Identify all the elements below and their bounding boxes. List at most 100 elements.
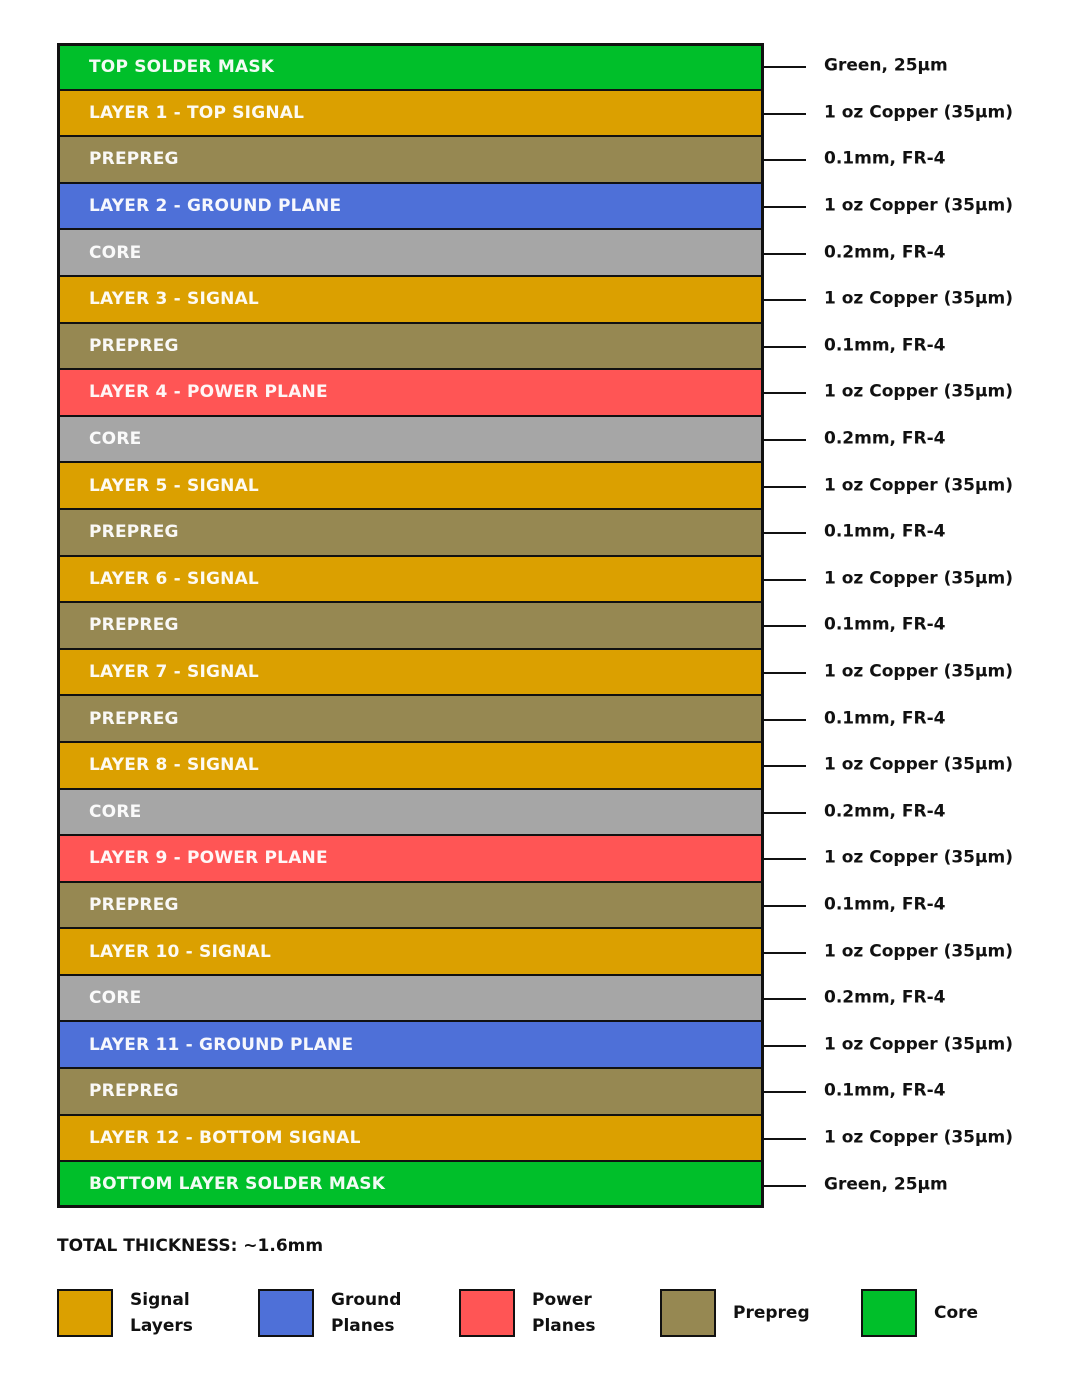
connector-line bbox=[764, 1137, 806, 1140]
layer-box: PREPREG bbox=[57, 695, 764, 742]
layer-box: LAYER 5 - SIGNAL bbox=[57, 462, 764, 509]
legend-item: Prepreg bbox=[660, 1289, 860, 1337]
layer-row: LAYER 12 - BOTTOM SIGNAL 1 oz Copper (35µ… bbox=[57, 1114, 1057, 1162]
layer-spec: 0.1mm, FR-4 bbox=[824, 521, 946, 542]
connector-line bbox=[764, 1044, 806, 1047]
layer-spec: 1 oz Copper (35µm) bbox=[824, 288, 1013, 309]
legend-item: Signal Layers bbox=[57, 1289, 257, 1337]
layer-name: PREPREG bbox=[89, 335, 179, 356]
layer-spec: 0.2mm, FR-4 bbox=[824, 242, 946, 263]
layer-box: LAYER 10 - SIGNAL bbox=[57, 928, 764, 975]
layer-name: LAYER 1 - TOP SIGNAL bbox=[89, 102, 305, 123]
layer-row: LAYER 7 - SIGNAL 1 oz Copper (35µm) bbox=[57, 648, 1057, 696]
layer-name: LAYER 8 - SIGNAL bbox=[89, 755, 259, 776]
layer-name: LAYER 10 - SIGNAL bbox=[89, 941, 271, 962]
layer-name: LAYER 5 - SIGNAL bbox=[89, 475, 259, 496]
layer-name: PREPREG bbox=[89, 708, 179, 729]
connector-line bbox=[764, 811, 806, 814]
layer-row: PREPREG 0.1mm, FR-4 bbox=[57, 602, 1057, 649]
layer-name: PREPREG bbox=[89, 522, 179, 543]
layer-box: LAYER 9 - POWER PLANE bbox=[57, 835, 764, 882]
legend-label: Prepreg bbox=[733, 1303, 810, 1323]
layer-spec: 1 oz Copper (35µm) bbox=[824, 568, 1013, 589]
layer-box: LAYER 11 - GROUND PLANE bbox=[57, 1021, 764, 1069]
layer-box: LAYER 4 - POWER PLANE bbox=[57, 369, 764, 416]
layer-spec: 0.2mm, FR-4 bbox=[824, 801, 946, 822]
legend-label: Core bbox=[934, 1303, 979, 1323]
layer-name: BOTTOM LAYER SOLDER MASK bbox=[89, 1173, 386, 1194]
layer-row: CORE 0.2mm, FR-4 bbox=[57, 229, 1057, 276]
layer-box: PREPREG bbox=[57, 1068, 764, 1115]
layer-spec: 1 oz Copper (35µm) bbox=[824, 847, 1013, 868]
layer-name: LAYER 2 - GROUND PLANE bbox=[89, 196, 342, 217]
layer-row: PREPREG 0.1mm, FR-4 bbox=[57, 695, 1057, 742]
layer-row: PREPREG 0.1mm, FR-4 bbox=[57, 1068, 1057, 1115]
layer-box: PREPREG bbox=[57, 322, 764, 370]
layer-box: PREPREG bbox=[57, 881, 764, 929]
layer-row: TOP SOLDER MASK Green, 25µm bbox=[57, 43, 1057, 90]
layer-box: TOP SOLDER MASK bbox=[57, 43, 764, 90]
connector-line bbox=[764, 625, 806, 628]
layer-name: LAYER 9 - POWER PLANE bbox=[89, 848, 328, 869]
layer-spec: 1 oz Copper (35µm) bbox=[824, 102, 1013, 123]
layer-spec: 0.1mm, FR-4 bbox=[824, 335, 946, 356]
layer-row: BOTTOM LAYER SOLDER MASK Green, 25µm bbox=[57, 1161, 1057, 1208]
layer-name: PREPREG bbox=[89, 149, 179, 170]
layer-name: CORE bbox=[89, 429, 142, 450]
layer-row: CORE 0.2mm, FR-4 bbox=[57, 788, 1057, 836]
layer-box: LAYER 12 - BOTTOM SIGNAL bbox=[57, 1114, 764, 1162]
layer-row: CORE 0.2mm, FR-4 bbox=[57, 415, 1057, 463]
connector-line bbox=[764, 532, 806, 535]
layer-name: LAYER 6 - SIGNAL bbox=[89, 568, 259, 589]
connector-line bbox=[764, 578, 806, 581]
layer-spec: Green, 25µm bbox=[824, 1174, 948, 1195]
connector-line bbox=[764, 672, 806, 675]
layer-spec: 1 oz Copper (35µm) bbox=[824, 1127, 1013, 1148]
layer-spec: Green, 25µm bbox=[824, 55, 948, 76]
layer-name: LAYER 12 - BOTTOM SIGNAL bbox=[89, 1127, 361, 1148]
layer-spec: 0.2mm, FR-4 bbox=[824, 987, 946, 1008]
legend-swatch bbox=[57, 1289, 113, 1337]
layer-box: PREPREG bbox=[57, 508, 764, 556]
connector-line bbox=[764, 345, 806, 348]
layer-name: PREPREG bbox=[89, 894, 179, 915]
connector-line bbox=[764, 904, 806, 907]
connector-line bbox=[764, 299, 806, 302]
layer-row: LAYER 9 - POWER PLANE 1 oz Copper (35µm) bbox=[57, 835, 1057, 882]
layer-spec: 1 oz Copper (35µm) bbox=[824, 661, 1013, 682]
layer-box: LAYER 7 - SIGNAL bbox=[57, 648, 764, 696]
connector-line bbox=[764, 392, 806, 395]
layer-spec: 0.1mm, FR-4 bbox=[824, 708, 946, 729]
layer-spec: 1 oz Copper (35µm) bbox=[824, 941, 1013, 962]
layer-spec: 0.1mm, FR-4 bbox=[824, 615, 946, 636]
layer-row: PREPREG 0.1mm, FR-4 bbox=[57, 136, 1057, 183]
connector-line bbox=[764, 112, 806, 115]
layer-spec: 1 oz Copper (35µm) bbox=[824, 195, 1013, 216]
layer-box: BOTTOM LAYER SOLDER MASK bbox=[57, 1161, 764, 1208]
layer-box: LAYER 2 - GROUND PLANE bbox=[57, 182, 764, 230]
layer-row: LAYER 10 - SIGNAL 1 oz Copper (35µm) bbox=[57, 928, 1057, 975]
layer-row: PREPREG 0.1mm, FR-4 bbox=[57, 881, 1057, 929]
layer-spec: 1 oz Copper (35µm) bbox=[824, 382, 1013, 403]
connector-line bbox=[764, 998, 806, 1001]
connector-line bbox=[764, 765, 806, 768]
layer-row: LAYER 5 - SIGNAL 1 oz Copper (35µm) bbox=[57, 462, 1057, 509]
connector-line bbox=[764, 1091, 806, 1094]
layer-box: LAYER 1 - TOP SIGNAL bbox=[57, 89, 764, 137]
layer-row: PREPREG 0.1mm, FR-4 bbox=[57, 322, 1057, 370]
connector-line bbox=[764, 485, 806, 488]
connector-line bbox=[764, 858, 806, 861]
connector-line bbox=[764, 252, 806, 255]
layer-row: PREPREG 0.1mm, FR-4 bbox=[57, 508, 1057, 556]
legend-label: Ground Planes bbox=[331, 1290, 402, 1336]
legend-label: Power Planes bbox=[532, 1290, 596, 1336]
legend-label: Signal Layers bbox=[130, 1290, 193, 1336]
layer-box: CORE bbox=[57, 788, 764, 836]
layer-box: CORE bbox=[57, 229, 764, 276]
layer-name: LAYER 3 - SIGNAL bbox=[89, 289, 259, 310]
layer-stackup: TOP SOLDER MASK Green, 25µm LAYER 1 - TOP … bbox=[57, 43, 1057, 1208]
layer-row: CORE 0.2mm, FR-4 bbox=[57, 974, 1057, 1022]
layer-name: LAYER 4 - POWER PLANE bbox=[89, 382, 328, 403]
total-thickness: TOTAL THICKNESS: ~1.6mm bbox=[57, 1236, 324, 1256]
layer-name: CORE bbox=[89, 801, 142, 822]
